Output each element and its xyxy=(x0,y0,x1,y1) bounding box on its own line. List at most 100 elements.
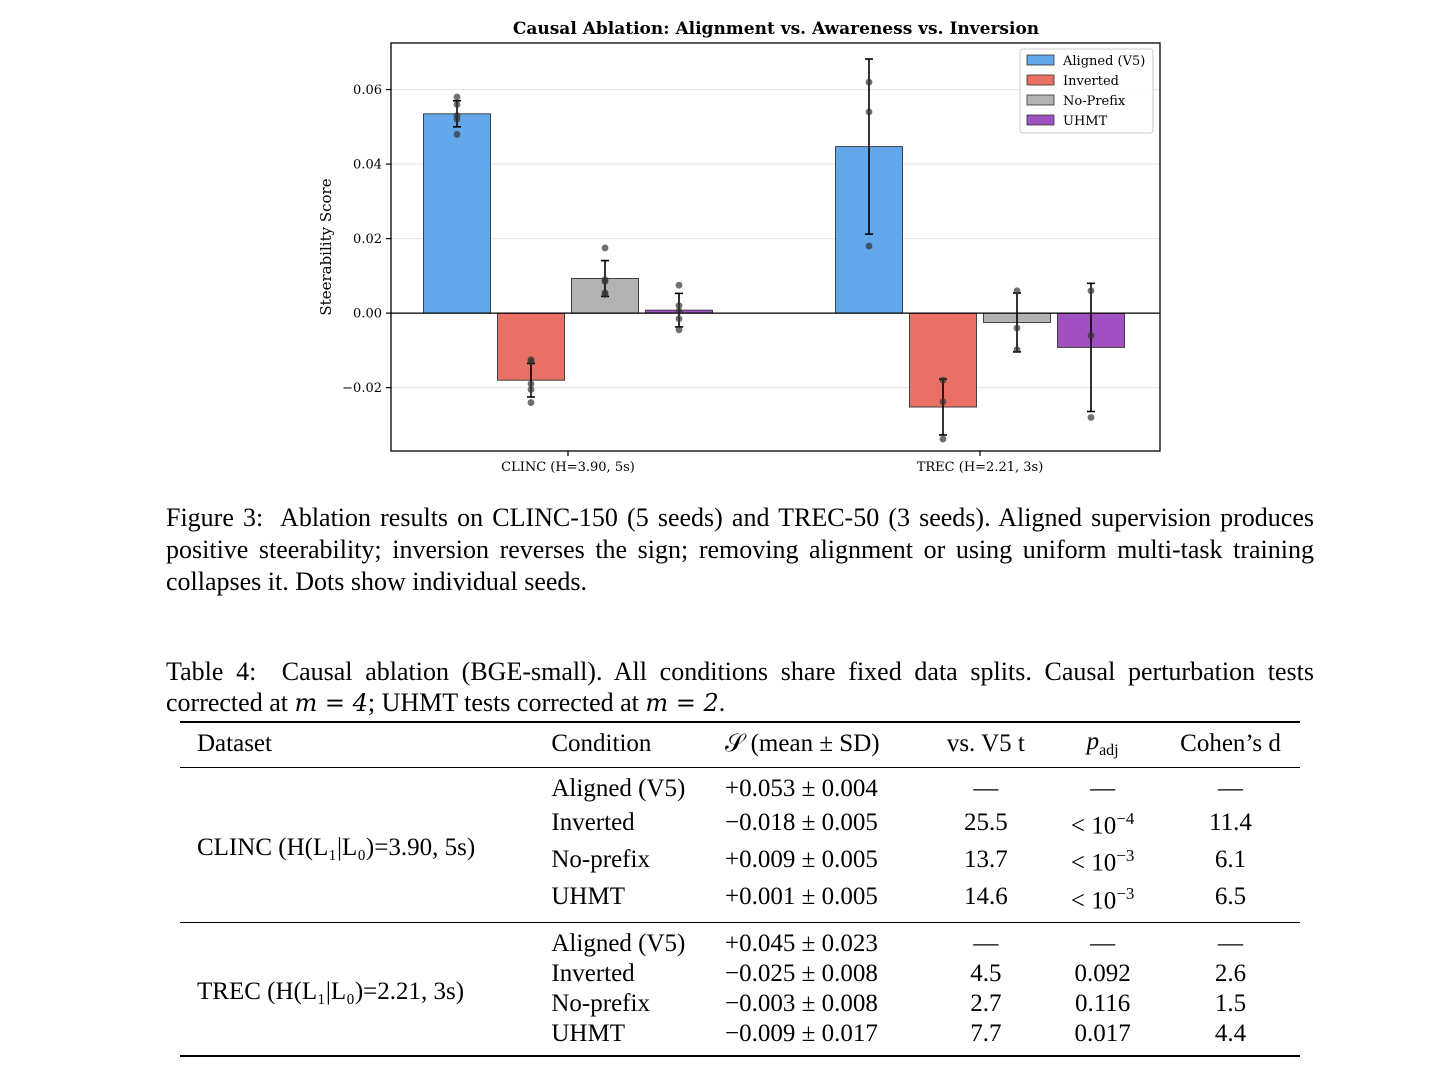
p-adj-cell: < 10−4 xyxy=(1044,804,1161,841)
seed-point xyxy=(601,278,609,285)
t-stat-cell: 7.7 xyxy=(970,1019,1002,1047)
p-adj-value: < 10 xyxy=(1070,886,1117,914)
table-row: TREC (H(L₁|L₀)=2.21, 3s) Aligned (V5) +0.0… xyxy=(180,922,1300,1005)
t-stat-cell: — xyxy=(973,929,999,957)
cohens-d-cell: 2.6 xyxy=(1214,959,1247,987)
p-adj-cell: 0.092 xyxy=(1044,959,1161,989)
t-stat-cell: 13.7 xyxy=(963,845,1008,873)
y-tick-label: 0.00 xyxy=(353,307,382,322)
condition-cell: UHMT xyxy=(551,883,625,911)
condition-cell: No-prefix xyxy=(551,989,650,1017)
cohens-d-cell: — xyxy=(1218,775,1244,802)
condition-cell: No-prefix xyxy=(551,845,650,873)
p-adj-cell: < 10−3 xyxy=(1044,841,1161,878)
header-t: vs. V5 t xyxy=(946,730,1025,757)
table-caption-part1: Causal ablation (BGE-small). All conditi… xyxy=(166,657,1315,717)
seed-point xyxy=(675,315,683,323)
cohens-d-cell: — xyxy=(1218,929,1244,957)
t-stat-cell: 2.7 xyxy=(970,989,1002,1017)
score-cell: +0.045 ± 0.023 xyxy=(725,929,878,957)
legend-label: No-Prefix xyxy=(1063,94,1126,109)
condition-cell: Inverted xyxy=(551,808,635,836)
score-cell: −0.003 ± 0.008 xyxy=(725,989,878,1017)
seed-point xyxy=(675,326,683,334)
y-tick-label: −0.02 xyxy=(342,381,382,396)
seed-point xyxy=(527,386,535,393)
table-caption-m1: m = 4 xyxy=(294,689,368,717)
table-caption-lead: Table 4: xyxy=(166,657,257,686)
seed-point xyxy=(453,115,461,123)
t-stat-cell: — xyxy=(973,775,999,802)
p-adj-exponent: −3 xyxy=(1116,883,1135,903)
seed-point xyxy=(527,358,535,365)
condition-cell: UHMT xyxy=(551,1019,625,1047)
x-tick-label: CLINC (H=3.90, 5s) xyxy=(501,460,635,475)
legend-label: UHMT xyxy=(1063,114,1108,129)
header-p-symbol: p xyxy=(1086,728,1100,755)
cohens-d-cell: 4.4 xyxy=(1214,1019,1247,1047)
header-score: 𝒮 (mean ± SD) xyxy=(725,730,880,757)
table-caption-part3: . xyxy=(718,688,726,717)
table-caption-m2: m = 2 xyxy=(645,689,719,717)
condition-cell: Aligned (V5) xyxy=(551,929,686,957)
seed-point xyxy=(939,398,947,406)
ablation-bar-chart: Causal Ablation: Alignment vs. Awareness… xyxy=(317,19,1161,475)
table-caption: Table 4: Causal ablation (BGE-small). Al… xyxy=(166,656,1314,719)
table-caption-part2: ; UHMT tests corrected at xyxy=(367,688,646,717)
p-adj-cell: — xyxy=(1044,768,1161,805)
p-adj-value: < 10 xyxy=(1070,812,1117,840)
cohens-d-cell: 6.1 xyxy=(1214,845,1247,873)
p-adj-value: 0.116 xyxy=(1074,989,1131,1017)
y-tick-label: 0.04 xyxy=(353,158,382,173)
seed-point xyxy=(865,108,873,116)
seed-point xyxy=(1013,287,1021,295)
score-cell: +0.009 ± 0.005 xyxy=(725,845,878,873)
seed-point xyxy=(1087,414,1095,421)
table-header-row: Dataset Condition 𝒮 (mean ± SD) vs. V5 t… xyxy=(180,722,1300,768)
score-cell: −0.009 ± 0.017 xyxy=(725,1019,878,1047)
condition-cell: Aligned (V5) xyxy=(551,775,686,802)
seed-point xyxy=(1013,324,1021,332)
table-group-trec: TREC (H(L₁|L₀)=2.21, 3s) Aligned (V5) +0.0… xyxy=(180,922,1300,1056)
seed-point xyxy=(453,130,461,138)
results-table: Dataset Condition 𝒮 (mean ± SD) vs. V5 t… xyxy=(180,721,1300,1057)
p-adj-value: 0.092 xyxy=(1074,959,1131,987)
seed-point xyxy=(453,101,461,108)
score-cell: +0.053 ± 0.004 xyxy=(725,775,878,802)
legend: Aligned (V5) Inverted No-Prefix UHMT xyxy=(1019,48,1154,134)
seed-point xyxy=(939,376,947,384)
t-stat-cell: 14.6 xyxy=(963,883,1008,911)
table-group-clinc: CLINC (H(L₁|L₀)=3.90, 5s) Aligned (V5) +0.… xyxy=(180,768,1300,923)
table-row: UHMT −0.009 ± 0.017 7.7 0.017 4.4 xyxy=(180,1019,1300,1056)
seed-point xyxy=(453,93,461,101)
p-adj-exponent: −3 xyxy=(1116,846,1135,866)
seed-point xyxy=(1087,332,1095,339)
y-tick-label: 0.06 xyxy=(353,83,382,98)
cohens-d-cell: 11.4 xyxy=(1209,808,1252,836)
seed-point xyxy=(675,307,683,315)
legend-swatch xyxy=(1026,54,1055,66)
cohens-d-cell: 1.5 xyxy=(1214,989,1247,1017)
header-p-sub: adj xyxy=(1099,742,1119,759)
plot-frame xyxy=(390,42,1161,452)
p-adj-value: — xyxy=(1090,775,1116,802)
p-adj-value: 0.017 xyxy=(1074,1019,1131,1047)
seed-point xyxy=(527,399,535,406)
header-cohens-d: Cohen’s d xyxy=(1180,730,1281,757)
legend-swatch xyxy=(1026,74,1055,86)
legend-swatch xyxy=(1026,114,1055,126)
table-row: UHMT +0.001 ± 0.005 14.6 < 10−3 6.5 xyxy=(180,879,1300,923)
legend-box xyxy=(1019,48,1154,134)
p-adj-cell: 0.017 xyxy=(1044,1019,1161,1056)
table-row: Inverted −0.018 ± 0.005 25.5 < 10−4 11.4 xyxy=(180,804,1300,841)
figure-caption-text: Ablation results on CLINC-150 (5 seeds) … xyxy=(166,503,1314,596)
p-adj-cell: 0.116 xyxy=(1044,989,1161,1019)
dataset-cell: CLINC (H(L₁|L₀)=3.90, 5s) xyxy=(197,833,476,861)
seed-point xyxy=(939,435,947,443)
score-cell: −0.018 ± 0.005 xyxy=(725,808,878,836)
legend-label: Aligned (V5) xyxy=(1062,54,1145,69)
score-cell: +0.001 ± 0.005 xyxy=(725,883,878,911)
seed-point xyxy=(601,291,609,298)
t-stat-cell: 4.5 xyxy=(970,959,1002,987)
legend-swatch xyxy=(1026,94,1055,106)
